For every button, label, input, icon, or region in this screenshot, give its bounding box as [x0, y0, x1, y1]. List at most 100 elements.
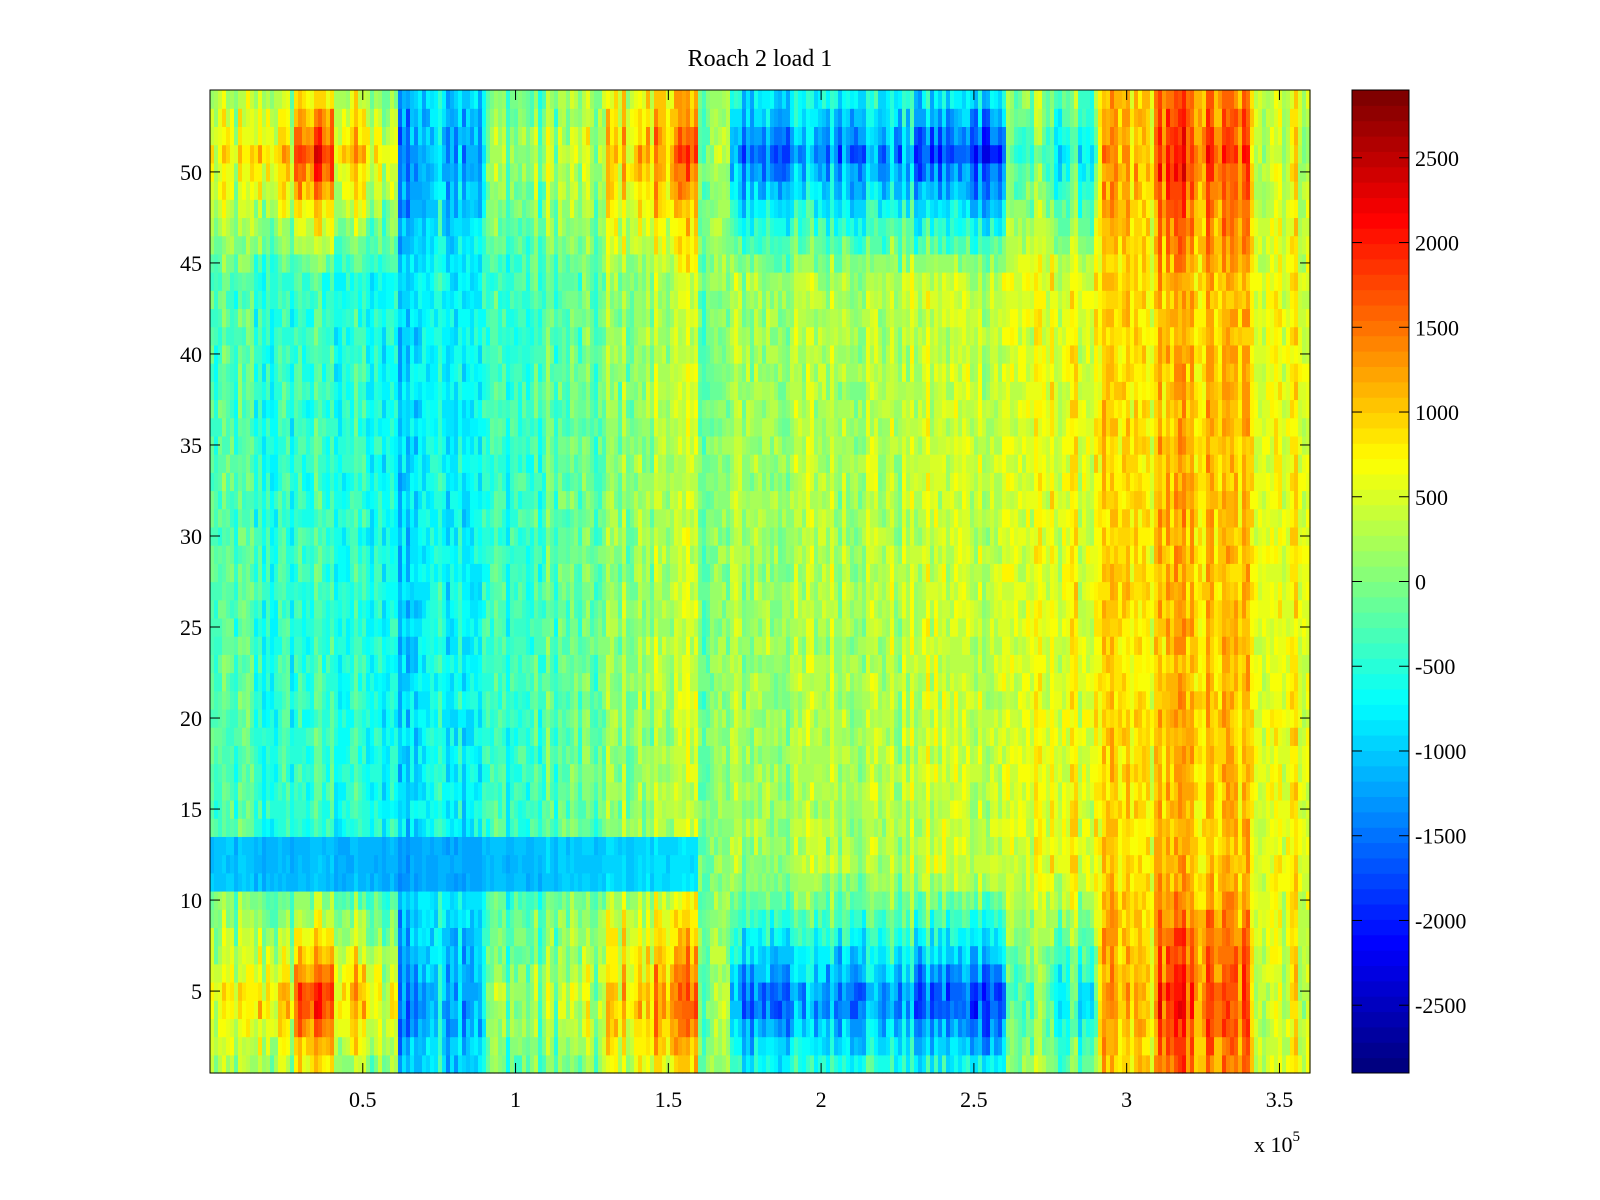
- heatmap-cell: [666, 927, 671, 947]
- heatmap-cell: [230, 981, 235, 1001]
- heatmap-cell: [894, 818, 899, 837]
- heatmap-cell: [334, 872, 339, 892]
- heatmap-cell: [1194, 981, 1199, 1001]
- heatmap-cell: [662, 745, 667, 765]
- heatmap-cell: [1018, 836, 1023, 856]
- heatmap-cell: [390, 799, 395, 819]
- heatmap-cell: [670, 945, 675, 965]
- heatmap-cell: [1206, 945, 1211, 965]
- heatmap-cell: [562, 799, 567, 819]
- heatmap-cell: [1066, 1018, 1071, 1038]
- heatmap-cell: [1034, 763, 1039, 783]
- heatmap-cell: [442, 854, 447, 874]
- heatmap-cell: [982, 1036, 987, 1056]
- heatmap-cell: [1010, 745, 1015, 765]
- heatmap-cell: [1290, 818, 1295, 837]
- heatmap-cell: [1222, 799, 1227, 819]
- heatmap-cell: [670, 854, 675, 874]
- heatmap-cell: [642, 890, 647, 910]
- heatmap-cell: [1226, 909, 1231, 928]
- heatmap-cell: [590, 872, 595, 892]
- heatmap-cell: [926, 945, 931, 965]
- heatmap-cell: [1226, 890, 1231, 910]
- heatmap-cell: [954, 799, 959, 819]
- heatmap-cell: [662, 981, 667, 1001]
- heatmap-cell: [554, 1036, 559, 1056]
- heatmap-cell: [294, 945, 299, 965]
- heatmap-cell: [1022, 1036, 1027, 1056]
- heatmap-cell: [338, 854, 343, 874]
- heatmap-cell: [534, 890, 539, 910]
- heatmap-cell: [406, 890, 411, 910]
- heatmap-cell: [502, 1000, 507, 1019]
- heatmap-cell: [862, 818, 867, 837]
- heatmap-cell: [1158, 818, 1163, 837]
- heatmap-cell: [706, 854, 711, 874]
- heatmap-cell: [650, 945, 655, 965]
- heatmap-cell: [1166, 872, 1171, 892]
- heatmap-cell: [782, 872, 787, 892]
- heatmap-cell: [970, 763, 975, 783]
- heatmap-cell: [478, 927, 483, 947]
- heatmap-cell: [834, 836, 839, 856]
- heatmap-cell: [1114, 963, 1119, 983]
- heatmap-cell: [518, 854, 523, 874]
- heatmap-cell: [790, 799, 795, 819]
- heatmap-cell: [882, 963, 887, 983]
- heatmap-cell: [1154, 981, 1159, 1001]
- heatmap-cell: [1094, 1018, 1099, 1038]
- heatmap-cell: [610, 981, 615, 1001]
- heatmap-cell: [646, 763, 651, 783]
- heatmap-cell: [854, 909, 859, 928]
- heatmap-cell: [294, 963, 299, 983]
- heatmap-cell: [378, 854, 383, 874]
- heatmap-cell: [1290, 763, 1295, 783]
- heatmap-cell: [1142, 781, 1147, 801]
- heatmap-cell: [254, 1000, 259, 1019]
- heatmap-cell: [546, 909, 551, 928]
- heatmap-cell: [882, 981, 887, 1001]
- heatmap-cell: [1214, 763, 1219, 783]
- heatmap-cell: [558, 1000, 563, 1019]
- heatmap-cell: [1010, 945, 1015, 965]
- heatmap-cell: [630, 818, 635, 837]
- heatmap-cell: [758, 836, 763, 856]
- heatmap-cell: [1030, 981, 1035, 1001]
- heatmap-cell: [438, 909, 443, 928]
- heatmap-cell: [930, 1000, 935, 1019]
- heatmap-cell: [898, 927, 903, 947]
- heatmap-cell: [890, 1018, 895, 1038]
- heatmap-cell: [1234, 963, 1239, 983]
- heatmap-cell: [1242, 1000, 1247, 1019]
- heatmap-cell: [1198, 1000, 1203, 1019]
- heatmap-cell: [562, 963, 567, 983]
- heatmap-cell: [970, 872, 975, 892]
- heatmap-cell: [590, 1000, 595, 1019]
- heatmap-cell: [682, 781, 687, 801]
- heatmap-cell: [222, 781, 227, 801]
- heatmap-cell: [378, 890, 383, 910]
- heatmap-cell: [634, 745, 639, 765]
- heatmap-cell: [934, 1018, 939, 1038]
- heatmap-cell: [622, 1036, 627, 1056]
- heatmap-cell: [706, 945, 711, 965]
- heatmap-cell: [250, 799, 255, 819]
- heatmap-cell: [678, 763, 683, 783]
- heatmap-cell: [1010, 1054, 1015, 1074]
- heatmap-cell: [818, 890, 823, 910]
- heatmap-cell: [414, 745, 419, 765]
- heatmap-cell: [1150, 1054, 1155, 1074]
- heatmap-cell: [642, 818, 647, 837]
- heatmap-cell: [1074, 963, 1079, 983]
- heatmap-cell: [738, 836, 743, 856]
- heatmap-cell: [778, 745, 783, 765]
- heatmap-cell: [490, 745, 495, 765]
- heatmap-cell: [1026, 927, 1031, 947]
- heatmap-cell: [1282, 836, 1287, 856]
- heatmap-cell: [1274, 745, 1279, 765]
- heatmap-cell: [354, 1000, 359, 1019]
- heatmap-cell: [286, 963, 291, 983]
- heatmap-cell: [1038, 945, 1043, 965]
- heatmap-cell: [810, 818, 815, 837]
- heatmap-cell: [718, 1018, 723, 1038]
